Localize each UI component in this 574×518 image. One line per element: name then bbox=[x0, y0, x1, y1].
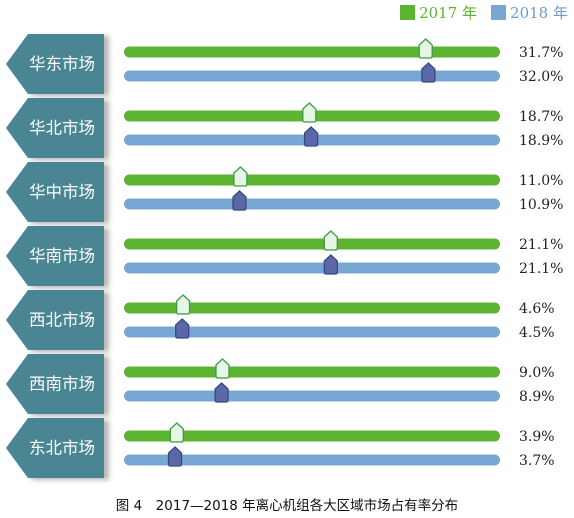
marker-2017-northeast bbox=[169, 422, 184, 443]
value-label-2017-central: 11.0% bbox=[519, 173, 563, 189]
track-2017-northeast bbox=[124, 430, 500, 442]
category-label-northwest: 西北市场 bbox=[29, 311, 95, 330]
track-2017-east bbox=[124, 46, 500, 58]
category-label-southwest: 西南市场 bbox=[29, 375, 95, 394]
marker-2018-north bbox=[303, 126, 319, 147]
value-label-2018-central: 10.9% bbox=[519, 197, 563, 213]
value-label-2018-east: 32.0% bbox=[519, 69, 563, 85]
value-label-2018-south: 21.1% bbox=[519, 261, 563, 277]
value-label-2017-east: 31.7% bbox=[519, 45, 563, 61]
legend-label-2018: 2018 年 bbox=[510, 3, 568, 22]
value-label-2017-northeast: 3.9% bbox=[519, 429, 555, 445]
category-label-north: 华北市场 bbox=[29, 119, 95, 138]
legend-swatch-2017 bbox=[400, 4, 416, 20]
value-label-2018-southwest: 8.9% bbox=[519, 389, 555, 405]
category-tab-northeast bbox=[6, 418, 104, 478]
legend-label-2017: 2017 年 bbox=[419, 3, 478, 22]
track-2018-east bbox=[124, 70, 500, 82]
legend-item-2017: 2017 年 bbox=[400, 2, 477, 23]
category-tab-east bbox=[6, 34, 104, 94]
marker-2017-northwest bbox=[175, 294, 191, 315]
marker-2017-south bbox=[323, 230, 338, 251]
legend: 2017 年 2018 年 bbox=[400, 0, 568, 24]
category-tab-northwest bbox=[6, 290, 104, 350]
track-2018-south bbox=[124, 262, 500, 274]
category-label-central: 华中市场 bbox=[29, 183, 95, 202]
category-tab-central bbox=[6, 162, 104, 222]
track-2017-south bbox=[124, 238, 500, 250]
value-label-2017-southwest: 9.0% bbox=[519, 365, 555, 381]
category-label-northeast: 东北市场 bbox=[29, 439, 95, 458]
marker-2017-central bbox=[233, 166, 248, 187]
track-2017-central bbox=[124, 174, 500, 186]
category-tab-north bbox=[6, 98, 104, 158]
value-label-2017-south: 21.1% bbox=[519, 237, 563, 253]
track-2017-southwest bbox=[124, 366, 500, 378]
figure-caption: 图 4 2017—2018 年离心机组各大区域市场占有率分布 bbox=[115, 498, 459, 514]
legend-item-2018: 2018 年 bbox=[491, 2, 568, 23]
marker-2017-east bbox=[418, 38, 433, 59]
marker-2017-north bbox=[302, 102, 317, 123]
marker-2018-southwest bbox=[214, 382, 229, 403]
value-label-2018-northwest: 4.5% bbox=[519, 325, 555, 341]
value-label-2017-northwest: 4.6% bbox=[519, 301, 555, 317]
value-label-2018-north: 18.9% bbox=[519, 133, 563, 149]
track-2018-northwest bbox=[124, 326, 500, 338]
category-label-south: 华南市场 bbox=[29, 247, 95, 266]
marker-2018-northwest bbox=[175, 318, 190, 339]
track-2018-central bbox=[124, 198, 500, 210]
legend-swatch-2018 bbox=[491, 4, 507, 20]
track-2018-northeast bbox=[124, 454, 500, 466]
category-tab-southwest bbox=[6, 354, 104, 414]
marker-2018-south bbox=[323, 254, 338, 275]
category-tab-south bbox=[6, 226, 104, 286]
track-2017-northwest bbox=[124, 302, 500, 314]
marker-2018-east bbox=[421, 62, 436, 83]
track-2018-southwest bbox=[124, 390, 500, 402]
marker-2018-central bbox=[232, 190, 247, 211]
value-label-2017-north: 18.7% bbox=[519, 109, 563, 125]
value-label-2018-northeast: 3.7% bbox=[519, 453, 555, 469]
category-label-east: 华东市场 bbox=[29, 55, 95, 74]
marker-2018-northeast bbox=[167, 446, 183, 467]
marker-2017-southwest bbox=[215, 358, 230, 379]
